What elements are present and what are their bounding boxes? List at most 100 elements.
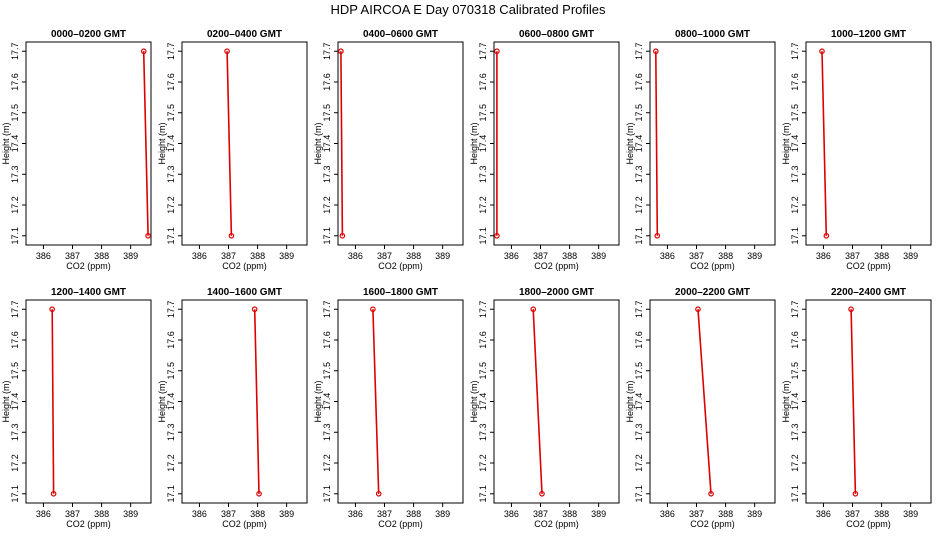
data-point [708,490,714,497]
profile-line [850,309,857,494]
x-tick-label: 386 [660,251,675,261]
x-tick-label: 386 [192,251,207,261]
y-tick-label: 17.1 [634,227,644,245]
profile-line [253,309,260,494]
y-tick-label: 17.3 [322,423,332,441]
y-tick-label: 17.7 [478,42,488,60]
y-tick-label: 17.7 [166,300,176,318]
plot-frame [649,41,776,246]
y-tick-label: 17.6 [166,331,176,349]
y-tick-label: 17.4 [322,393,332,411]
y-axis-label: Height (m) [313,380,323,422]
x-tick-label: 387 [845,509,860,519]
data-point [539,490,545,497]
chart-panel: 1800–2000 GMT 386 387 388 389 CO2 (ppm) 17.1 17… [469,287,620,529]
y-tick-label: 17.7 [790,300,800,318]
data-point [819,48,825,55]
data-point [370,306,376,313]
y-tick-label: 17.2 [790,454,800,472]
y-tick-label: 17.2 [634,196,644,214]
y-tick-label: 17.4 [10,135,20,153]
x-tick-label: 387 [845,251,860,261]
y-axis-label: Height (m) [157,380,167,422]
data-point [228,232,235,239]
data-point [145,232,151,239]
y-tick-label: 17.5 [634,362,644,380]
y-tick-label: 17.3 [166,165,176,183]
x-tick-label: 388 [406,509,421,519]
y-tick-label: 17.5 [634,104,644,122]
panel-title: 1800–2000 GMT [519,287,594,298]
y-tick-label: 17.2 [322,196,332,214]
x-axis-label: CO2 (ppm) [378,261,423,271]
x-tick-label: 386 [504,251,519,261]
data-point [50,490,57,497]
x-tick-label: 389 [903,509,918,519]
y-axis-label: Height (m) [625,122,635,164]
x-tick-label: 388 [250,509,265,519]
chart-panel: 1000–1200 GMT 386 387 388 389 CO2 (ppm) 17.1 17… [781,29,932,271]
data-point [848,306,854,313]
x-tick-label: 387 [533,509,548,519]
x-tick-label: 388 [718,509,733,519]
panel-title: 0800–1000 GMT [675,29,750,40]
y-tick-label: 17.6 [478,331,488,349]
y-tick-label: 17.4 [634,393,644,411]
y-tick-label: 17.5 [322,362,332,380]
data-point [653,48,659,55]
y-axis-label: Height (m) [157,122,167,164]
x-axis-label: CO2 (ppm) [534,261,579,271]
y-tick-label: 17.4 [790,393,800,411]
x-axis-label: CO2 (ppm) [66,261,111,271]
x-tick-label: 389 [279,509,294,519]
plot-frame [649,299,776,504]
panel-title: 1200–1400 GMT [51,287,126,298]
x-tick-label: 389 [123,251,138,261]
profile-line [340,51,344,236]
y-tick-label: 17.6 [790,331,800,349]
x-tick-label: 387 [65,251,80,261]
y-tick-label: 17.5 [166,362,176,380]
data-point [375,490,382,497]
x-tick-label: 389 [435,509,450,519]
y-tick-label: 17.6 [10,331,20,349]
y-tick-label: 17.5 [478,104,488,122]
plot-frame [493,299,620,504]
panel-title: 1000–1200 GMT [831,29,906,40]
panel-title: 1400–1600 GMT [207,287,282,298]
x-tick-label: 388 [94,251,109,261]
y-tick-label: 17.3 [10,165,20,183]
y-tick-label: 17.6 [322,331,332,349]
y-axis-label: Height (m) [469,122,479,164]
chart-panel: 0800–1000 GMT 386 387 388 389 CO2 (ppm) 17.1 17… [625,29,776,271]
y-axis-label: Height (m) [625,380,635,422]
plot-frame [25,299,152,504]
x-tick-label: 386 [36,251,51,261]
y-tick-label: 17.3 [322,165,332,183]
y-tick-label: 17.3 [166,423,176,441]
chart-panel: 0600–0800 GMT 386 387 388 389 CO2 (ppm) 17.1 17… [469,29,620,271]
y-tick-label: 17.6 [634,331,644,349]
y-tick-label: 17.5 [478,362,488,380]
y-tick-label: 17.2 [478,454,488,472]
y-tick-label: 17.7 [478,300,488,318]
x-tick-label: 386 [348,251,363,261]
y-tick-label: 17.4 [790,135,800,153]
plot-frame [181,299,308,504]
y-tick-label: 17.7 [634,300,644,318]
y-axis-label: Height (m) [781,380,791,422]
chart-panel: 0200–0400 GMT 386 387 388 389 CO2 (ppm) 17.1 17… [157,29,308,271]
panel-grid: 0000–0200 GMT 386 387 388 389 CO2 (ppm) 17.1 17… [1,29,932,529]
plot-frame [337,41,464,246]
data-point [852,490,859,497]
y-tick-label: 17.7 [322,300,332,318]
y-tick-label: 17.2 [10,196,20,214]
panel-title: 2000–2200 GMT [675,287,750,298]
chart-panel: 1400–1600 GMT 386 387 388 389 CO2 (ppm) 17.1 17… [157,287,308,529]
x-tick-label: 386 [816,251,831,261]
x-tick-label: 389 [591,509,606,519]
x-tick-label: 386 [816,509,831,519]
y-tick-label: 17.7 [10,300,20,318]
x-tick-label: 389 [279,251,294,261]
y-tick-label: 17.2 [322,454,332,472]
